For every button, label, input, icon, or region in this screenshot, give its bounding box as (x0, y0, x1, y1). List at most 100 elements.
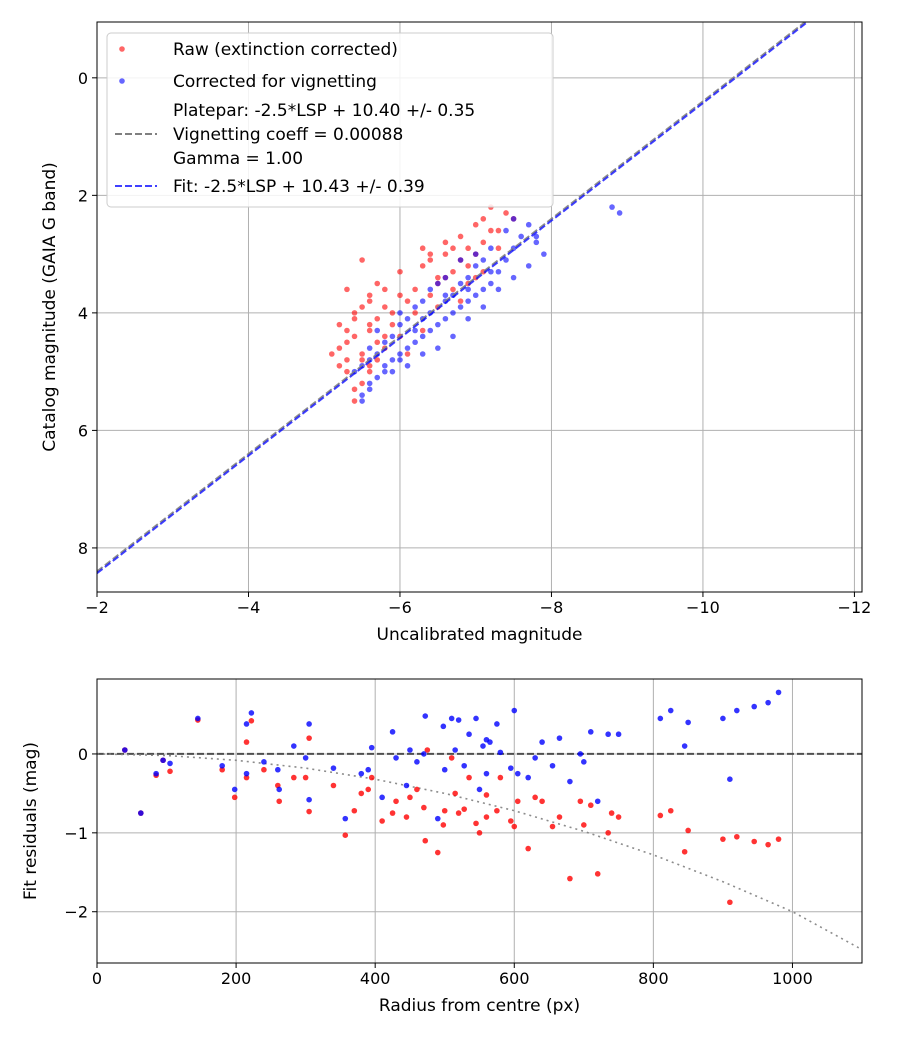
data-point (427, 257, 434, 263)
x-tick-label: 400 (360, 969, 391, 988)
legend-label: Corrected for vignetting (173, 72, 377, 92)
data-point (720, 715, 726, 722)
data-point (336, 345, 343, 351)
data-point (495, 286, 502, 293)
data-point (472, 251, 479, 257)
data-point (457, 257, 464, 263)
data-point (442, 315, 449, 322)
y-tick-label: 6 (78, 421, 88, 440)
data-point (549, 762, 556, 769)
data-point (488, 245, 494, 252)
data-point (382, 339, 388, 346)
legend: Raw (extinction corrected) Corrected for … (106, 32, 554, 208)
legend-label: Fit: -2.5*LSP + 10.43 +/- 0.39 (173, 177, 425, 197)
data-point (404, 315, 411, 322)
data-point (389, 310, 396, 316)
data-point (497, 749, 504, 756)
data-point (450, 245, 456, 252)
data-point (457, 298, 464, 304)
series-line (97, 22, 807, 573)
data-point (442, 274, 449, 281)
data-point (427, 327, 434, 334)
data-point (424, 747, 431, 753)
data-point (397, 357, 403, 363)
data-point (167, 768, 173, 775)
y-tick-label: 2 (78, 186, 88, 205)
y-tick-label: 0 (78, 745, 88, 764)
data-point (422, 837, 429, 844)
data-point (412, 339, 418, 346)
x-tick-label: 200 (221, 969, 252, 988)
data-point (195, 715, 201, 722)
data-point (359, 304, 365, 310)
data-point (427, 251, 434, 257)
data-point (302, 755, 309, 761)
data-point (483, 770, 490, 777)
x-tick-label: 800 (638, 969, 669, 988)
data-point (351, 398, 358, 404)
legend-entry: Fit: -2.5*LSP + 10.43 +/- 0.39 (115, 177, 425, 197)
data-point (667, 807, 674, 814)
legend-entry: Platepar: -2.5*LSP + 10.40 +/- 0.35 Vigne… (115, 101, 475, 169)
data-point (751, 703, 758, 710)
data-point (685, 719, 691, 726)
data-point (457, 233, 464, 240)
x-axis-label: Uncalibrated magnitude (377, 625, 583, 645)
data-point (374, 357, 381, 363)
legend-label: Vignetting coeff = 0.00088 (173, 125, 403, 145)
data-point (532, 755, 538, 761)
data-point (366, 298, 373, 304)
data-point (344, 327, 350, 334)
data-point (605, 830, 611, 836)
data-point (495, 245, 502, 252)
data-point (734, 707, 740, 714)
data-point (581, 759, 587, 765)
data-point (465, 315, 471, 322)
data-point (657, 715, 664, 722)
legend-entry: Raw (extinction corrected) (119, 40, 398, 60)
data-point (525, 774, 531, 781)
data-point (473, 715, 479, 722)
legend-entry: Corrected for vignetting (119, 72, 377, 92)
data-point (365, 766, 372, 773)
data-point (472, 221, 479, 228)
data-point (366, 380, 373, 387)
data-point (414, 786, 420, 793)
data-point (330, 782, 337, 789)
data-point (539, 739, 545, 745)
plot-area (97, 22, 810, 574)
data-point (397, 268, 403, 275)
data-point (397, 292, 403, 299)
series-line (97, 22, 810, 574)
data-point (419, 245, 426, 252)
data-point (243, 774, 250, 781)
data-point (403, 782, 410, 789)
data-point (160, 757, 166, 764)
y-tick-label: −1 (64, 824, 88, 843)
data-point (525, 845, 531, 852)
data-point (329, 351, 335, 357)
legend-label: Platepar: -2.5*LSP + 10.40 +/- 0.35 (173, 101, 475, 121)
data-point (243, 721, 250, 727)
data-point (366, 345, 373, 351)
data-point (775, 689, 782, 696)
data-point (414, 759, 420, 765)
data-point (419, 298, 426, 304)
data-point (412, 286, 418, 293)
data-point (374, 339, 381, 346)
data-point (765, 699, 771, 706)
data-point (374, 327, 381, 334)
data-point (122, 747, 128, 753)
data-point (231, 794, 238, 801)
data-point (435, 274, 441, 281)
data-point (473, 820, 479, 827)
data-point (231, 786, 238, 793)
data-point (374, 280, 381, 287)
data-point (511, 823, 518, 830)
data-point (393, 755, 399, 761)
data-point (608, 810, 615, 816)
data-point (427, 286, 434, 293)
data-point (153, 770, 159, 777)
data-point (465, 263, 471, 269)
